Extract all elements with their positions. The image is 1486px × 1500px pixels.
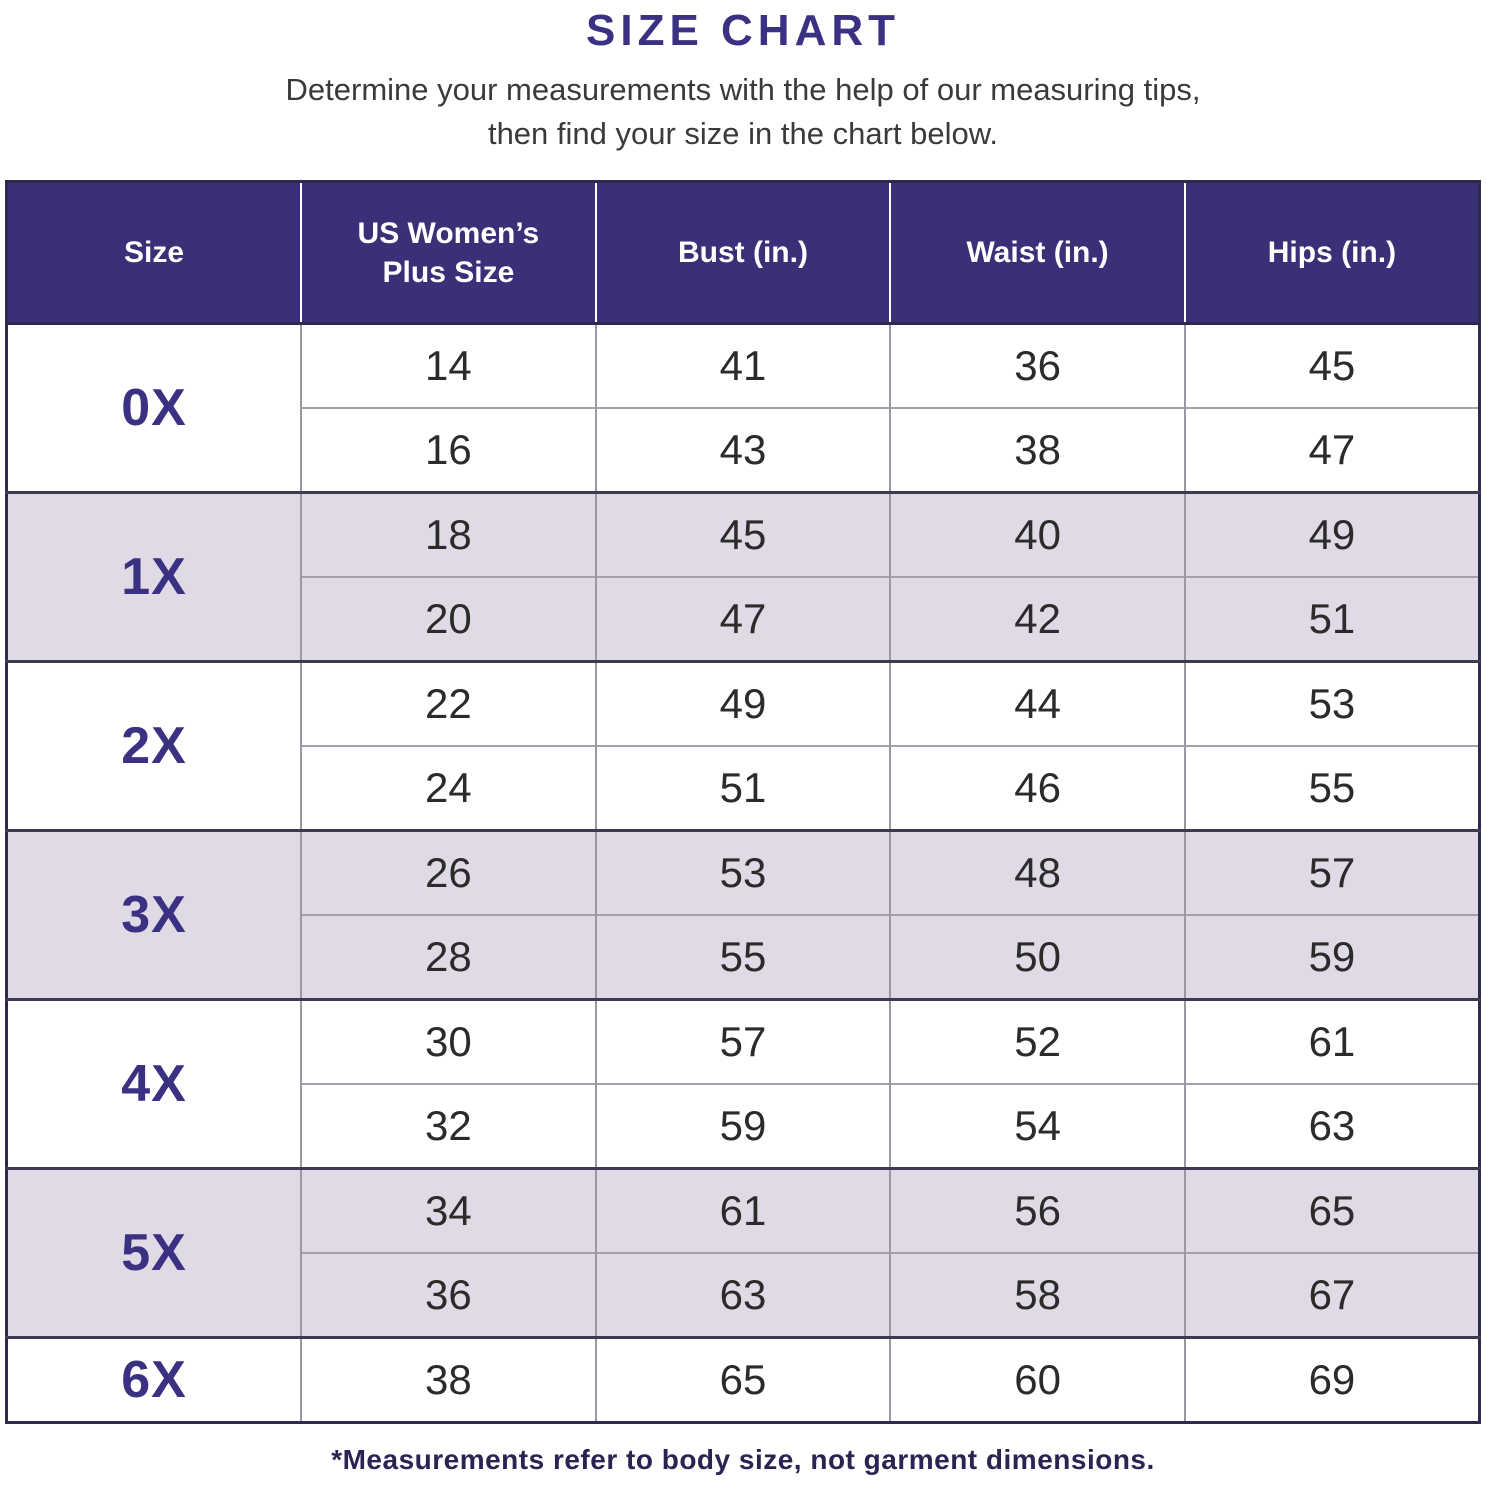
table-row: 5X 34 61 56 65: [6, 1167, 1480, 1338]
measurement-cell: 44: [890, 660, 1186, 747]
measurement-cell: 52: [890, 998, 1186, 1085]
measurement-cell: 38: [301, 1336, 597, 1423]
measurement-cell: 40: [890, 491, 1186, 578]
table-row: 20 47 42 51: [7, 576, 1480, 662]
size-label-cell: 5X: [6, 1167, 303, 1338]
measurement-cell: 56: [890, 1167, 1186, 1254]
measurement-cell: 45: [1184, 322, 1480, 409]
measurement-cell: 51: [1184, 576, 1480, 662]
table-row: 32 59 54 63: [7, 1083, 1480, 1169]
measurement-cell: 45: [595, 491, 892, 578]
measurement-cell: 34: [301, 1167, 597, 1254]
measurement-cell: 46: [890, 745, 1186, 831]
table-row: 36 63 58 67: [7, 1252, 1480, 1338]
measurement-cell: 41: [595, 322, 892, 409]
measurement-cell: 20: [301, 576, 597, 662]
measurement-cell: 67: [1184, 1252, 1480, 1338]
measurement-cell: 14: [301, 322, 597, 409]
subtitle-line-2: then find your size in the chart below.: [487, 116, 999, 152]
measurement-cell: 58: [890, 1252, 1186, 1338]
measurement-cell: 61: [1184, 998, 1480, 1085]
measurement-cell: 28: [301, 914, 597, 1000]
size-label-cell: 6X: [6, 1336, 303, 1423]
measurement-cell: 55: [1184, 745, 1480, 831]
size-label-cell: 3X: [6, 829, 303, 1000]
column-header-4: Waist (in.): [890, 181, 1186, 326]
measurement-cell: 43: [595, 407, 892, 493]
measurement-cell: 65: [595, 1336, 892, 1423]
measurement-cell: 42: [890, 576, 1186, 662]
measurement-cell: 30: [301, 998, 597, 1085]
footnote: *Measurements refer to body size, not ga…: [331, 1444, 1155, 1476]
measurement-cell: 22: [301, 660, 597, 747]
size-chart-table: Size US Women’s Plus Size Bust (in.) Waist …: [5, 180, 1481, 1425]
measurement-cell: 38: [890, 407, 1186, 493]
table-row: 16 43 38 47: [7, 407, 1480, 493]
measurement-cell: 16: [301, 407, 597, 493]
measurement-cell: 18: [301, 491, 597, 578]
column-header-5: Hips (in.): [1184, 181, 1480, 326]
measurement-cell: 65: [1184, 1167, 1480, 1254]
measurement-cell: 50: [890, 914, 1186, 1000]
measurement-cell: 49: [1184, 491, 1480, 578]
table-body: 0X 14 41 36 45 16 43 38 47 1X 18 45 40 49 20 47 42 51 2X 22…: [6, 322, 1480, 1423]
table-row: 2X 22 49 44 53: [6, 660, 1480, 831]
measurement-cell: 26: [301, 829, 597, 916]
measurement-cell: 57: [595, 998, 892, 1085]
table-header-row: Size US Women’s Plus Size Bust (in.) Waist …: [6, 181, 1480, 326]
measurement-cell: 47: [595, 576, 892, 662]
measurement-cell: 53: [595, 829, 892, 916]
measurement-cell: 47: [1184, 407, 1480, 493]
table-row: 4X 30 57 52 61: [6, 998, 1480, 1169]
table-row: 3X 26 53 48 57: [6, 829, 1480, 1000]
table-row: 0X 14 41 36 45: [6, 322, 1480, 493]
measurement-cell: 51: [595, 745, 892, 831]
measurement-cell: 36: [890, 322, 1186, 409]
table-row: 6X 38 65 60 69: [6, 1336, 1480, 1423]
column-header-1: Size: [6, 181, 303, 326]
column-header-2: US Women’s Plus Size: [301, 181, 597, 326]
measurement-cell: 53: [1184, 660, 1480, 747]
measurement-cell: 60: [890, 1336, 1186, 1423]
measurement-cell: 61: [595, 1167, 892, 1254]
measurement-cell: 49: [595, 660, 892, 747]
table-row: 24 51 46 55: [7, 745, 1480, 831]
measurement-cell: 63: [595, 1252, 892, 1338]
size-label-cell: 2X: [6, 660, 303, 831]
table-row: 28 55 50 59: [7, 914, 1480, 1000]
measurement-cell: 63: [1184, 1083, 1480, 1169]
measurement-cell: 59: [595, 1083, 892, 1169]
measurement-cell: 36: [301, 1252, 597, 1338]
measurement-cell: 48: [890, 829, 1186, 916]
subtitle: Determine your measurements with the hel…: [0, 68, 1486, 156]
column-header-3: Bust (in.): [595, 181, 892, 326]
size-label-cell: 1X: [6, 491, 303, 662]
page-title: SIZE CHART: [586, 6, 900, 55]
measurement-cell: 69: [1184, 1336, 1480, 1423]
size-label-cell: 4X: [6, 998, 303, 1169]
table-row: 1X 18 45 40 49: [6, 491, 1480, 662]
measurement-cell: 57: [1184, 829, 1480, 916]
size-label-cell: 0X: [6, 322, 303, 493]
measurement-cell: 55: [595, 914, 892, 1000]
subtitle-line-1: Determine your measurements with the hel…: [285, 72, 1201, 107]
measurement-cell: 59: [1184, 914, 1480, 1000]
measurement-cell: 32: [301, 1083, 597, 1169]
measurement-cell: 24: [301, 745, 597, 831]
measurement-cell: 54: [890, 1083, 1186, 1169]
